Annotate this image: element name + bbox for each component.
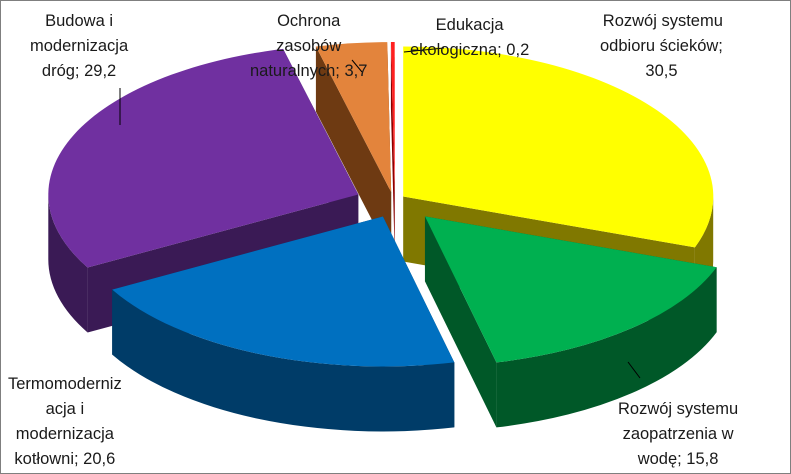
slice-wall	[424, 216, 497, 428]
label-drogi: Budowa i modernizacja dróg; 29,2	[30, 12, 129, 80]
slice-rim	[112, 289, 455, 432]
slice-wall	[390, 42, 395, 258]
slice-ochrona-zasob-w-naturalnych	[315, 42, 392, 193]
slice-wall	[315, 46, 392, 258]
leader-line	[351, 59, 363, 73]
slice-rim	[48, 194, 88, 333]
leader-line	[627, 361, 641, 379]
label-ochrona-zasobow: Ochrona zasobów naturalnych; 3,7	[250, 12, 368, 80]
slice-edukacja-ekologiczna	[390, 41, 395, 193]
slice-rim	[496, 267, 717, 428]
label-edukacja: Edukacja ekologiczna; 0,2	[410, 16, 530, 59]
leader-line	[403, 47, 445, 53]
slice-rozw-j-systemu-zaopatrzenia-w-wod-	[424, 216, 717, 363]
slice-tops	[48, 41, 717, 367]
slice-termomodernizacja-i-modernizacja-kot-owni	[112, 216, 455, 367]
slice-rozw-j-systemu-odbioru-ciek-w	[403, 46, 714, 248]
label-odbior-sciekow: Rozwój systemu odbioru ścieków; 30,5	[600, 12, 723, 80]
label-zaopatrzenie-woda: Rozwój systemu zaopatrzenia w wodę; 15,8	[618, 400, 739, 468]
slice-budowa-i-modernizacja-dr-g	[48, 48, 359, 268]
leader-lines	[119, 47, 641, 379]
label-termomodernizacja: Termomoderniz acja i modernizacja kotłow…	[8, 375, 122, 468]
